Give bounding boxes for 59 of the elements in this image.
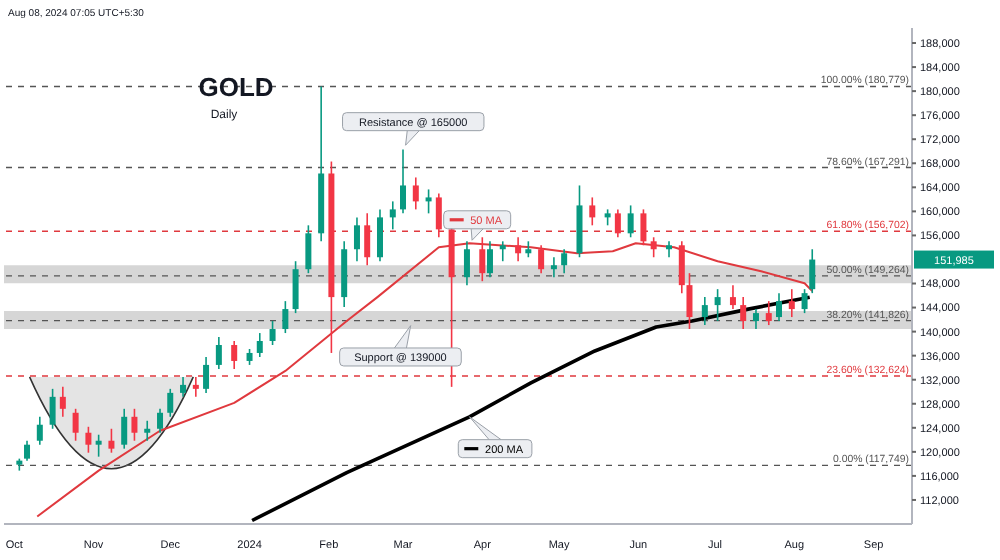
candlestick — [740, 296, 747, 330]
text: GOLD — [198, 72, 274, 102]
candlestick — [144, 419, 151, 442]
candlestick — [627, 204, 634, 239]
candlestick — [157, 408, 164, 434]
candlestick — [614, 208, 621, 239]
candlestick — [376, 208, 383, 263]
candlestick — [499, 240, 506, 263]
candlestick — [701, 296, 708, 326]
candlestick — [714, 288, 721, 322]
candlestick — [305, 224, 312, 274]
candlestick — [292, 260, 299, 314]
candlestick — [203, 356, 210, 394]
candlestick — [341, 240, 348, 308]
candlestick — [435, 192, 442, 239]
candlestick — [389, 200, 396, 231]
candlestick — [515, 236, 522, 263]
candlestick — [353, 216, 360, 263]
candlestick — [72, 408, 79, 442]
candlestick — [666, 240, 673, 259]
candlestick — [121, 408, 128, 450]
candlestick — [49, 388, 56, 430]
candlestick — [412, 176, 419, 211]
candlestick — [561, 248, 568, 274]
candlestick — [256, 332, 263, 358]
candlestick — [231, 340, 238, 370]
candlestick — [85, 425, 92, 454]
candlestick — [801, 288, 808, 314]
candlestick — [269, 320, 276, 346]
candlestick — [809, 248, 816, 294]
candlestick — [282, 300, 289, 334]
candlestick — [776, 292, 782, 322]
candlestick — [192, 376, 199, 398]
candlestick — [108, 427, 115, 454]
candlestick — [131, 408, 138, 442]
candlestick — [167, 388, 174, 418]
candlestick — [479, 236, 486, 282]
candlestick — [640, 208, 647, 247]
candlestick — [400, 148, 407, 215]
candlestick — [486, 240, 493, 278]
candlestick — [538, 244, 545, 274]
candlestick — [36, 416, 43, 446]
candlestick — [589, 196, 596, 227]
candlestick — [180, 376, 187, 398]
line-series — [250, 295, 812, 523]
candlestick — [463, 240, 470, 286]
candlestick — [59, 386, 66, 418]
candlestick — [550, 256, 557, 278]
candlestick — [425, 188, 432, 215]
candlestick — [215, 336, 222, 370]
candlestick — [765, 300, 772, 326]
candlestick — [364, 212, 371, 267]
candlestick — [24, 439, 31, 462]
candlestick — [729, 284, 736, 310]
candlestick — [752, 308, 759, 330]
candlestick — [576, 184, 583, 259]
candlestick — [95, 433, 102, 458]
candlestick — [788, 288, 795, 318]
candlestick — [650, 236, 657, 259]
